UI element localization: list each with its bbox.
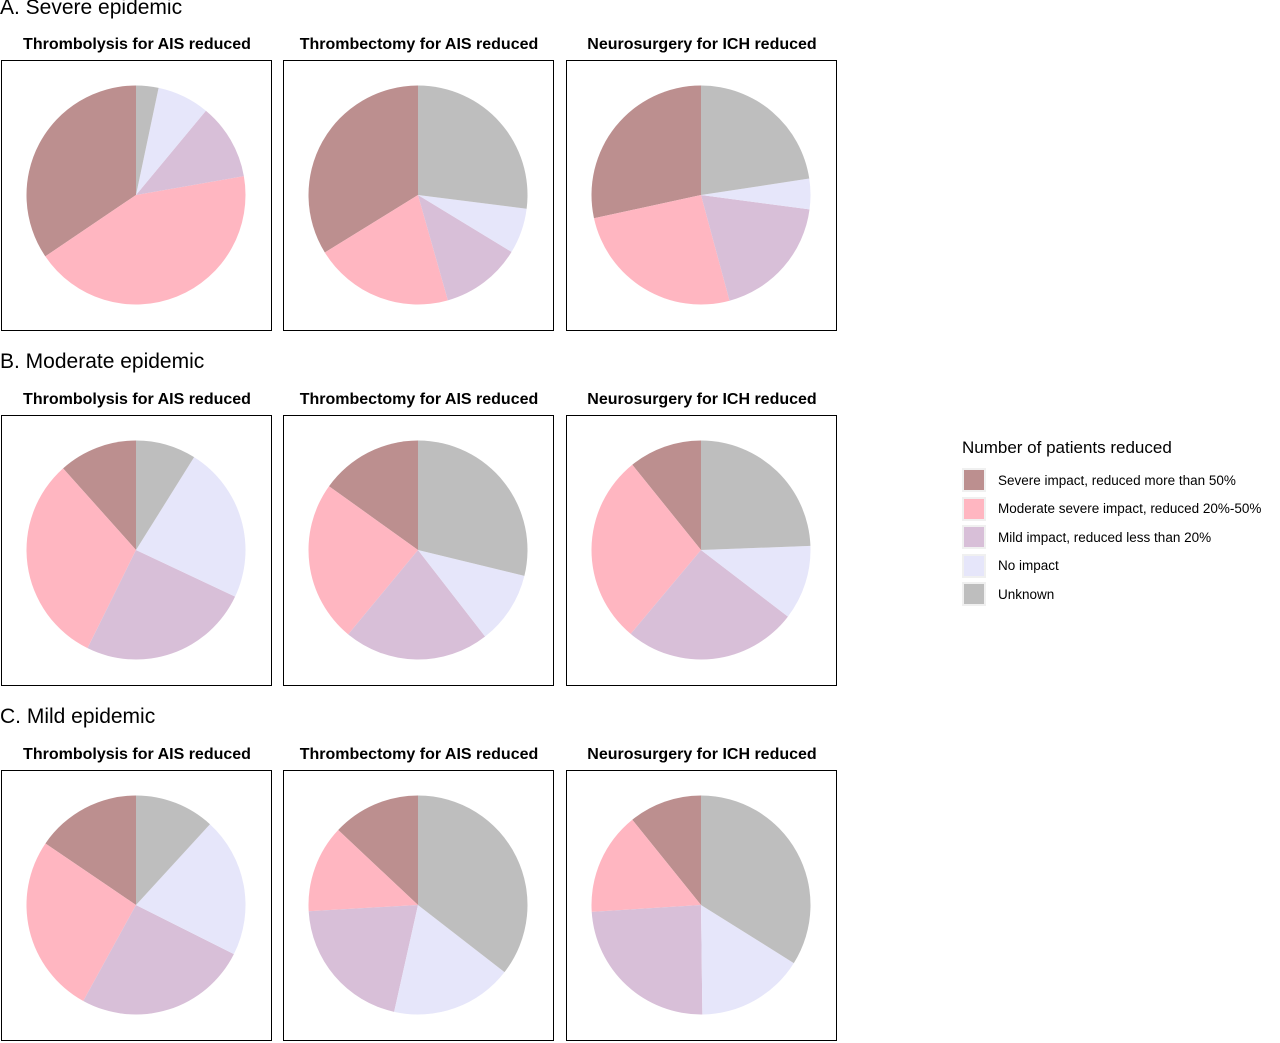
pie-slice-moderate-severe [308,830,418,912]
panel-title-neurosurgery-mild: Neurosurgery for ICH reduced [587,746,817,763]
pie-slice-mild [418,195,512,301]
panel-title-thrombolysis-mild: Thrombolysis for AIS reduced [23,746,251,763]
pie-slice-moderate-severe [45,176,246,305]
pie-slice-no-impact [701,905,794,1015]
panel-title-thrombolysis-severe: Thrombolysis for AIS reduced [23,36,251,53]
panel-title-thrombolysis-moderate: Thrombolysis for AIS reduced [23,391,251,408]
section-title-a: A. Severe epidemic [0,0,183,19]
pie-chart [26,440,246,660]
pie-panel-thrombolysis-severe [1,60,272,331]
legend-title: Number of patients reduced [962,438,1172,457]
pie-chart [591,85,811,305]
pie-slice-severe [26,85,136,257]
pie-slice-no-impact [418,550,525,637]
pie-slice-unknown [701,795,811,964]
pie-panel-neurosurgery-mild [566,770,837,1041]
pie-slice-moderate-severe [591,464,701,634]
pie-slice-unknown [136,795,210,905]
pie-slice-unknown [418,440,528,576]
pie-slice-unknown [418,795,528,973]
pie-slice-unknown [418,85,528,209]
pie-slice-moderate-severe [324,195,448,305]
pie-chart [26,85,246,305]
legend-item-moderate-severe: Moderate severe impact, reduced 20%-50% [962,495,1261,524]
pie-panel-thrombectomy-moderate [283,415,554,686]
pie-panel-neurosurgery-moderate [566,415,837,686]
pie-slice-severe [63,440,136,550]
pie-slice-no-impact [418,195,527,252]
pie-slice-no-impact [136,457,246,597]
panel-title-neurosurgery-moderate: Neurosurgery for ICH reduced [587,391,817,408]
pie-slice-no-impact [136,87,206,195]
legend-item-no-impact: No impact [962,552,1261,581]
legend-label-moderate-severe: Moderate severe impact, reduced 20%-50% [998,501,1262,517]
pie-chart [591,440,811,660]
section-title-c: C. Mild epidemic [0,705,156,728]
pie-slice-mild [591,905,703,1015]
pie-panel-neurosurgery-severe [566,60,837,331]
pie-slice-mild [348,550,486,660]
pie-slice-mild [630,550,788,660]
pie-slice-no-impact [136,824,246,955]
pie-panel-thrombolysis-mild [1,770,272,1041]
pie-slice-no-impact [394,905,505,1015]
pie-chart [308,85,528,305]
legend-key-unknown [962,582,986,607]
pie-panel-thrombectomy-mild [283,770,554,1041]
panel-title-thrombectomy-mild: Thrombectomy for AIS reduced [299,746,539,763]
pie-slice-severe [338,795,418,905]
pie-slice-severe [329,440,418,550]
legend-key-moderate-severe [962,496,986,521]
pie-slice-mild [308,905,418,1012]
panel-title-thrombectomy-severe: Thrombectomy for AIS reduced [299,36,539,53]
pie-panel-thrombolysis-moderate [1,415,272,686]
pie-chart [26,795,246,1015]
pie-slice-moderate-severe [26,843,136,1001]
pie-slice-moderate-severe [591,819,701,912]
legend: Number of patients reduced Severe impact… [962,438,1261,609]
pie-slice-moderate-severe [593,195,730,305]
pie-slice-moderate-severe [308,486,418,635]
pie-slice-severe [632,440,701,550]
panel-title-thrombectomy-moderate: Thrombectomy for AIS reduced [299,391,539,408]
legend-label-unknown: Unknown [998,586,1055,602]
legend-item-severe: Severe impact, reduced more than 50% [962,466,1261,495]
pie-slice-unknown [701,85,810,195]
pie-slice-severe [632,795,701,905]
legend-key-severe [962,468,986,493]
pie-slice-mild [701,195,810,301]
pie-slice-mild [136,110,244,195]
pie-slice-mild [87,550,236,660]
legend-item-unknown: Unknown [962,580,1261,609]
pie-panel-thrombectomy-severe [283,60,554,331]
pie-slice-moderate-severe [26,468,137,649]
legend-label-severe: Severe impact, reduced more than 50% [998,472,1236,488]
section-title-b: B. Moderate epidemic [0,350,205,373]
legend-item-mild: Mild impact, reduced less than 20% [962,523,1261,552]
panel-title-neurosurgery-severe: Neurosurgery for ICH reduced [587,36,817,53]
pie-chart [591,795,811,1015]
legend-label-mild: Mild impact, reduced less than 20% [998,529,1212,545]
pie-slice-no-impact [701,545,811,617]
pie-slice-mild [83,905,234,1015]
pie-slice-severe [591,85,701,219]
pie-slice-unknown [136,85,159,195]
legend-label-no-impact: No impact [998,558,1059,574]
pie-slice-severe [45,795,136,905]
legend-key-mild [962,525,986,550]
pie-slice-severe [308,85,418,253]
legend-key-no-impact [962,553,986,578]
pie-chart [308,440,528,660]
pie-slice-no-impact [701,178,811,210]
pie-slice-unknown [701,440,811,550]
pie-chart [308,795,528,1015]
pie-slice-unknown [136,440,195,550]
